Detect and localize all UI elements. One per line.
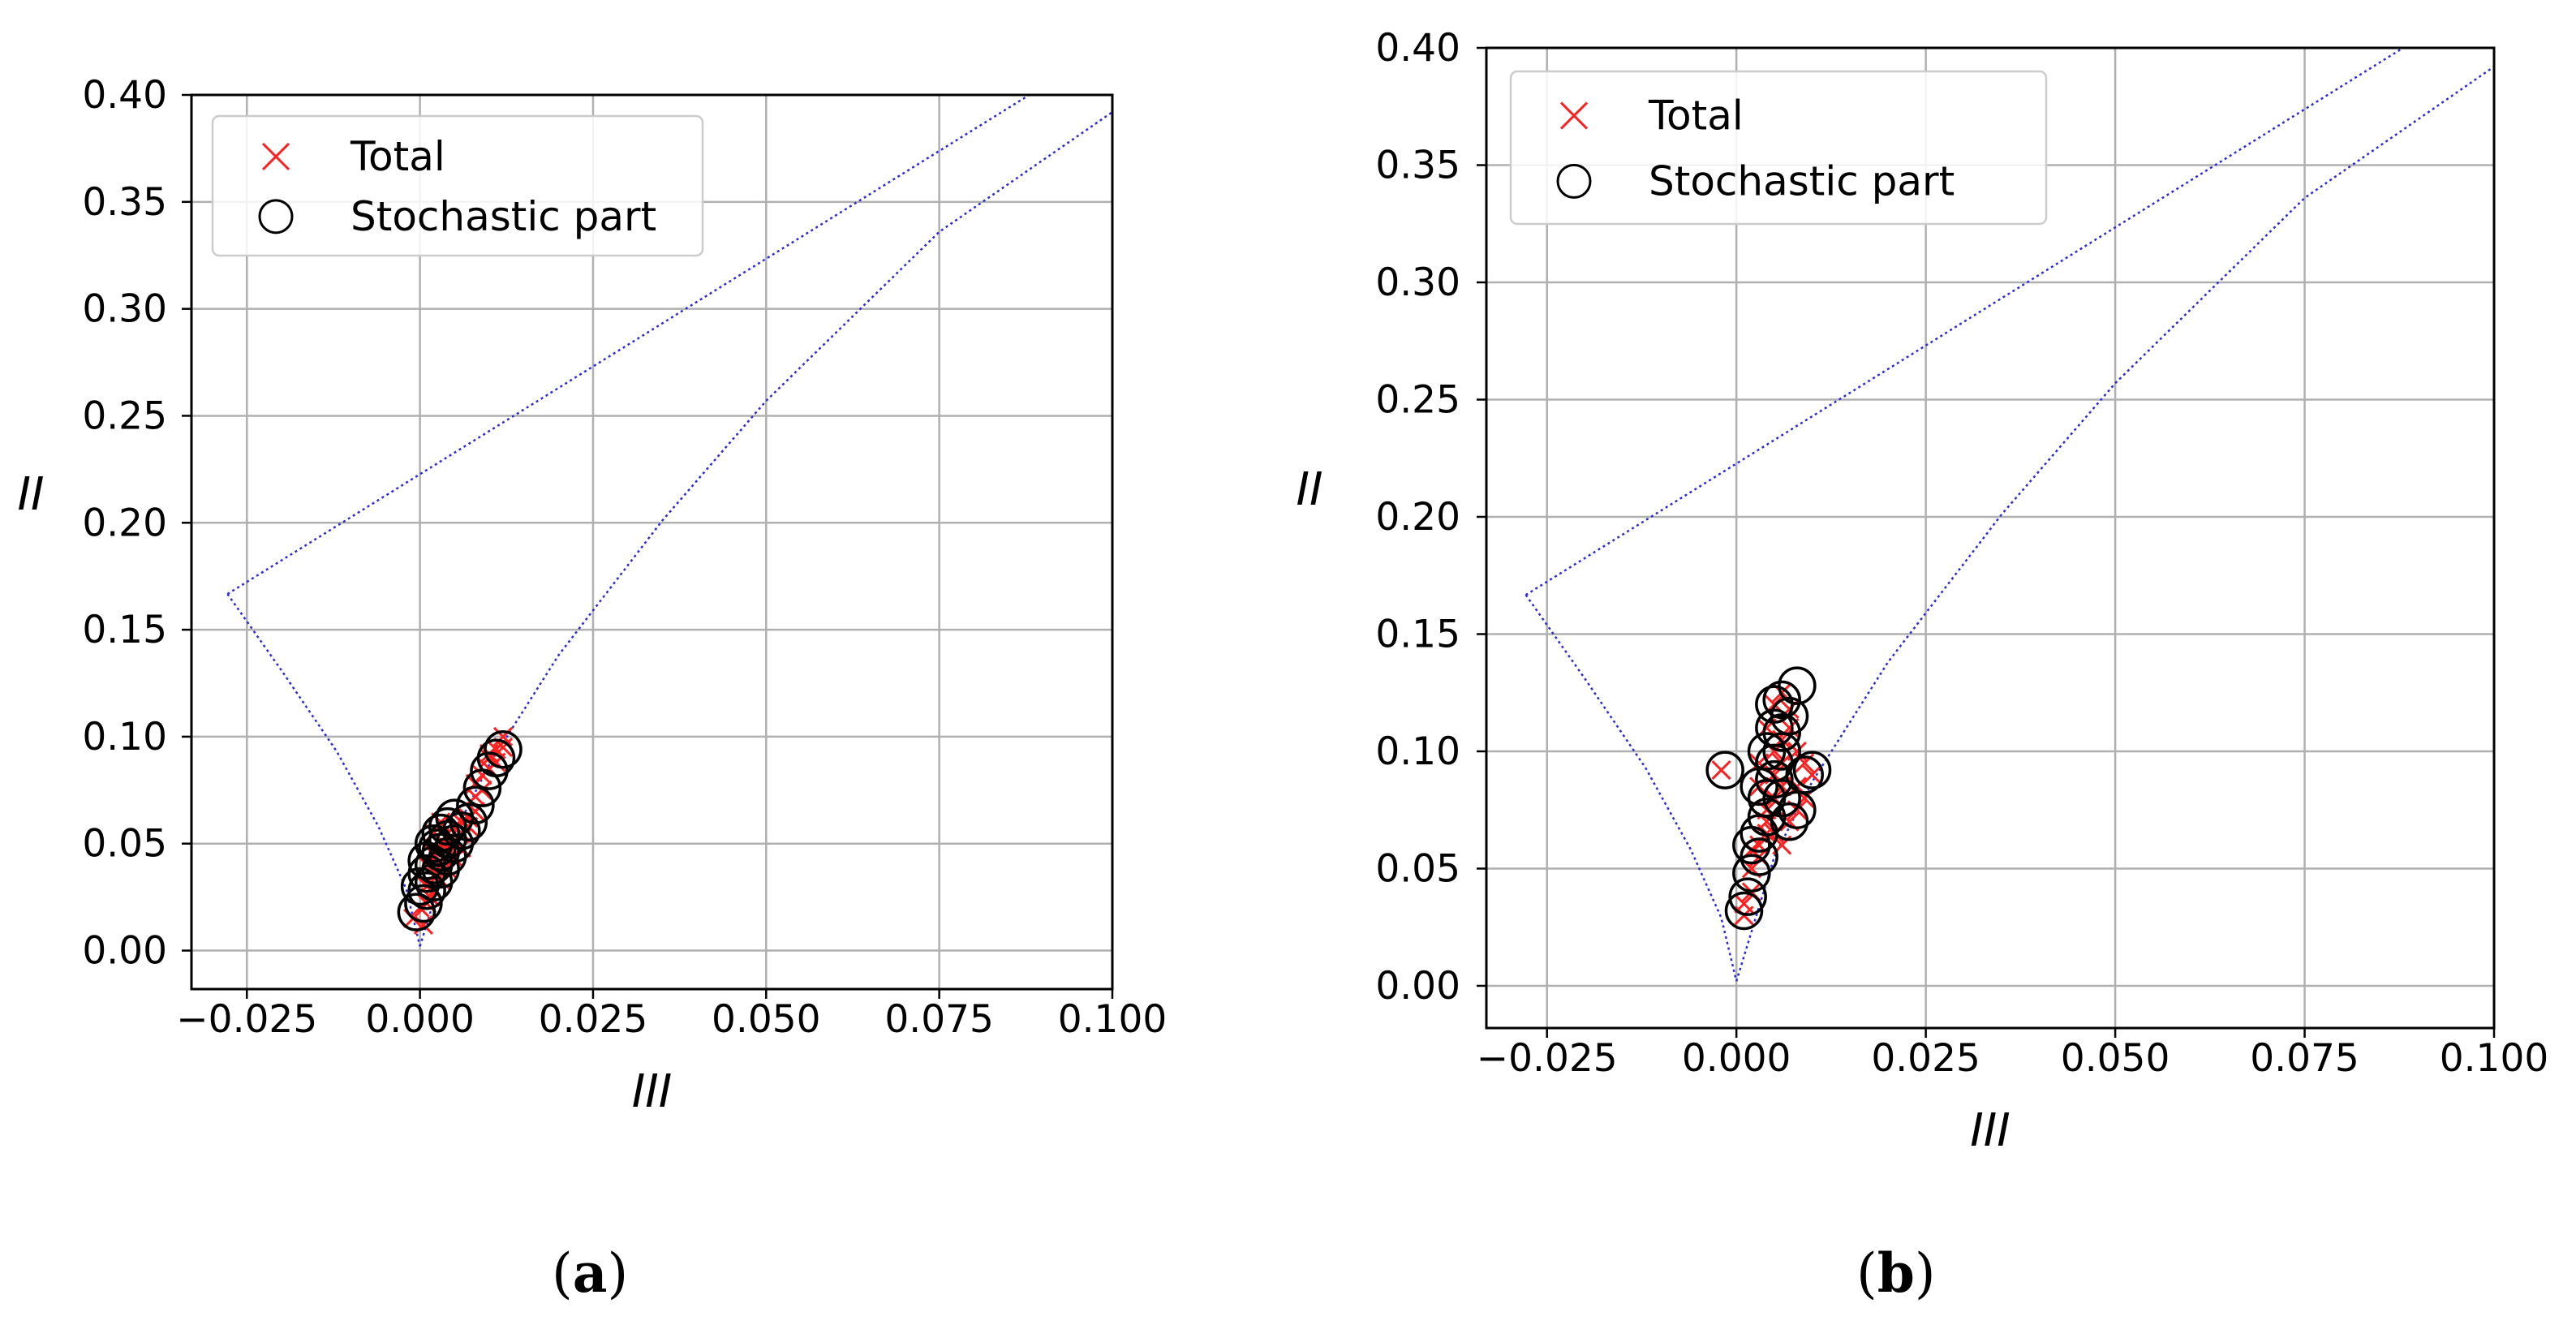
y-tick-label: 0.00 — [1375, 964, 1460, 1009]
y-tick-label: 0.15 — [82, 608, 167, 652]
data-point-stochastic — [1705, 751, 1744, 789]
x-tick-label: 0.100 — [1058, 997, 1168, 1042]
data-point-stochastic — [1732, 825, 1771, 865]
legend-label-stochastic: Stochastic part — [350, 193, 656, 240]
data-point-stochastic — [456, 785, 495, 825]
series-stochastic — [397, 729, 523, 931]
caption-a-close: ) — [607, 1242, 629, 1305]
data-point-stochastic — [1755, 708, 1794, 747]
x-tick-label: 0.050 — [712, 997, 821, 1042]
series-stochastic — [1705, 666, 1832, 931]
boundary-left-curve — [226, 593, 421, 947]
y-tick-label: 0.20 — [1375, 495, 1460, 540]
data-point-total — [1734, 893, 1754, 914]
data-point-stochastic — [407, 854, 446, 893]
y-tick-label: 0.35 — [1375, 143, 1460, 187]
legend-box — [211, 114, 704, 257]
legend-label-stochastic: Stochastic part — [1649, 157, 1955, 204]
y-axis-label: II — [17, 468, 44, 521]
data-point-stochastic — [1762, 680, 1801, 720]
boundary-two-component-line — [226, 95, 1030, 596]
x-tick-label: 0.025 — [539, 997, 648, 1042]
x-tick-label: −0.025 — [176, 997, 317, 1042]
y-tick-label: 0.25 — [82, 394, 167, 438]
data-point-stochastic — [1762, 779, 1801, 818]
x-tick-label: 0.050 — [2061, 1036, 2170, 1081]
legend-marker-stochastic — [258, 199, 294, 234]
axes-frame — [1485, 46, 2496, 1030]
data-point-stochastic — [397, 893, 437, 931]
boundary-two-component-line — [1525, 48, 2404, 596]
legend-box — [1509, 70, 2048, 226]
caption-a-letter: a — [572, 1241, 608, 1305]
x-tick-label: 0.075 — [884, 997, 994, 1042]
data-point-stochastic — [1732, 854, 1771, 893]
y-axis-label: II — [1296, 463, 1322, 516]
caption-a: (a) — [552, 1241, 628, 1305]
data-point-stochastic — [1778, 790, 1817, 829]
legend-label-total: Total — [350, 133, 445, 180]
x-tick-label: 0.000 — [365, 997, 475, 1042]
data-point-stochastic — [1740, 767, 1778, 807]
data-point-total — [492, 726, 514, 746]
legend-marker-total — [1559, 101, 1589, 130]
x-axis-label: III — [632, 1065, 673, 1118]
data-point-stochastic — [1728, 877, 1767, 916]
x-tick-label: 0.100 — [2440, 1036, 2549, 1081]
y-tick-label: 0.05 — [1375, 846, 1460, 891]
data-point-stochastic — [1770, 802, 1809, 841]
chart-panel-a: −0.025 0.000 0.025 0.050 0.075 0.100 0.00 0.05 0… — [17, 73, 1167, 1118]
data-point-stochastic — [421, 813, 460, 853]
data-point-stochastic — [449, 802, 488, 842]
y-tick-label: 0.40 — [82, 73, 167, 118]
y-tick-label: 0.15 — [1375, 612, 1460, 656]
y-tick-label: 0.20 — [82, 501, 167, 545]
data-point-stochastic — [1755, 685, 1794, 724]
data-point-stochastic — [407, 871, 446, 910]
data-point-stochastic — [404, 884, 443, 923]
axes-frame — [190, 93, 1114, 991]
x-axis-label: III — [1970, 1104, 2010, 1157]
data-point-stochastic — [1724, 891, 1764, 931]
data-point-stochastic — [428, 807, 467, 846]
y-tick-label: 0.05 — [82, 822, 167, 867]
boundary-left-curve — [1525, 594, 1738, 982]
y-tick-label: 0.10 — [1375, 729, 1460, 774]
x-tick-label: 0.025 — [1871, 1036, 1980, 1081]
x-tick-label: −0.025 — [1477, 1036, 1618, 1081]
y-tick-label: 0.10 — [82, 715, 167, 759]
caption-b-letter: b — [1877, 1241, 1915, 1305]
caption-b-open: ( — [1856, 1242, 1877, 1305]
data-point-stochastic — [435, 798, 475, 837]
chart-panel-b: −0.025 0.000 0.025 0.050 0.075 0.100 0.00 0.05 0… — [1296, 26, 2548, 1157]
x-tick-label: 0.000 — [1682, 1036, 1791, 1081]
y-tick-label: 0.30 — [82, 287, 167, 332]
caption-a-open: ( — [552, 1242, 573, 1305]
y-tick-label: 0.25 — [1375, 377, 1460, 422]
data-point-stochastic — [484, 729, 523, 769]
caption-b-close: ) — [1914, 1242, 1936, 1305]
data-point-stochastic — [476, 738, 516, 778]
x-tick-label: 0.075 — [2250, 1036, 2359, 1081]
data-point-stochastic — [1792, 751, 1832, 789]
y-tick-label: 0.35 — [82, 180, 167, 225]
caption-b: (b) — [1856, 1241, 1936, 1305]
y-tick-label: 0.40 — [1375, 26, 1460, 71]
y-tick-label: 0.00 — [82, 929, 167, 974]
data-point-stochastic — [1740, 837, 1778, 876]
data-point-total — [1802, 764, 1822, 785]
legend-marker-stochastic — [1556, 163, 1592, 199]
y-tick-label: 0.30 — [1375, 260, 1460, 305]
legend-marker-total — [261, 142, 290, 170]
data-point-stochastic — [1770, 696, 1809, 736]
data-point-total — [1711, 760, 1731, 781]
legend-label-total: Total — [1648, 92, 1744, 140]
data-point-stochastic — [418, 828, 457, 867]
data-point-stochastic — [1778, 666, 1817, 705]
data-point-total — [451, 812, 471, 832]
